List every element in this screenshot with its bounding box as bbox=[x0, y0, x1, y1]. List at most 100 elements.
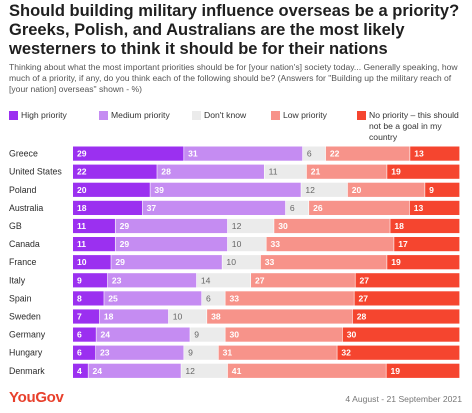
bar-segment bbox=[115, 237, 228, 252]
bar-value-label: 41 bbox=[232, 366, 242, 376]
category-label: Australia bbox=[9, 203, 43, 213]
legend-item: Don't know bbox=[192, 110, 267, 121]
category-label: Spain bbox=[9, 293, 32, 303]
bar-segment bbox=[394, 237, 460, 252]
bar-value-label: 28 bbox=[357, 312, 367, 322]
bar-value-label: 10 bbox=[226, 257, 236, 267]
bar-value-label: 21 bbox=[311, 167, 321, 177]
bar-value-label: 12 bbox=[232, 221, 242, 231]
legend-label: Don't know bbox=[204, 110, 247, 120]
bar-segment bbox=[302, 146, 326, 161]
bar-value-label: 12 bbox=[185, 366, 195, 376]
bar-value-label: 17 bbox=[398, 239, 408, 249]
bar-segment bbox=[225, 291, 354, 306]
bar-value-label: 24 bbox=[92, 366, 102, 376]
bar-segment bbox=[337, 345, 460, 360]
bar-value-label: 31 bbox=[223, 348, 233, 358]
bar-value-label: 11 bbox=[269, 167, 278, 177]
bar-segment bbox=[386, 363, 460, 378]
bar-segment bbox=[301, 182, 348, 197]
bar-value-label: 19 bbox=[391, 257, 401, 267]
bar-value-label: 12 bbox=[305, 185, 315, 195]
bar-segment bbox=[115, 218, 228, 234]
bar-value-label: 24 bbox=[100, 330, 110, 340]
bar-segment bbox=[73, 237, 115, 252]
bar-segment bbox=[354, 291, 460, 306]
bar-value-label: 6 bbox=[206, 293, 211, 303]
category-label: France bbox=[9, 257, 36, 267]
bar-segment bbox=[73, 273, 108, 288]
bar-value-label: 32 bbox=[341, 348, 351, 358]
category-label: Greece bbox=[9, 149, 38, 159]
bar-segment bbox=[73, 164, 157, 179]
bar-value-label: 4 bbox=[77, 366, 82, 376]
bar-value-label: 31 bbox=[188, 149, 198, 159]
bar-value-label: 13 bbox=[414, 149, 424, 159]
bar-value-label: 9 bbox=[429, 185, 434, 195]
bar-segment bbox=[409, 200, 460, 215]
bar-value-label: 23 bbox=[112, 275, 122, 285]
bar-segment bbox=[202, 291, 225, 306]
bar-segment bbox=[157, 164, 264, 179]
bar-value-label: 29 bbox=[77, 149, 87, 159]
bar-value-label: 27 bbox=[358, 293, 368, 303]
bar-segment bbox=[181, 363, 228, 378]
legend-swatch bbox=[357, 111, 366, 120]
legend-swatch bbox=[271, 111, 280, 120]
bar-value-label: 33 bbox=[229, 293, 239, 303]
bar-value-label: 6 bbox=[77, 330, 82, 340]
yougov-logo: YouGov bbox=[9, 389, 64, 406]
bar-segment bbox=[227, 363, 386, 378]
bar-segment bbox=[73, 200, 143, 215]
bar-segment bbox=[104, 291, 202, 306]
bar-value-label: 14 bbox=[201, 275, 211, 285]
bar-value-label: 23 bbox=[100, 348, 110, 358]
bar-value-label: 29 bbox=[115, 257, 125, 267]
bar-segment bbox=[190, 327, 225, 342]
category-label: United States bbox=[9, 167, 62, 177]
bar-segment bbox=[306, 164, 387, 179]
bar-value-label: 27 bbox=[255, 275, 265, 285]
bar-value-label: 28 bbox=[161, 167, 171, 177]
category-label: Denmark bbox=[9, 366, 45, 376]
bar-segment bbox=[95, 345, 184, 360]
bar-segment bbox=[184, 146, 303, 161]
bar-segment bbox=[111, 255, 222, 270]
bar-value-label: 11 bbox=[77, 239, 86, 249]
bar-value-label: 13 bbox=[414, 203, 424, 213]
bar-value-label: 30 bbox=[229, 330, 239, 340]
bar-segment bbox=[96, 327, 190, 342]
category-label: Poland bbox=[9, 185, 36, 195]
bar-value-label: 22 bbox=[330, 149, 340, 159]
bar-segment bbox=[73, 291, 104, 306]
bar-segment bbox=[260, 255, 387, 270]
category-label: Italy bbox=[9, 275, 26, 285]
bar-segment bbox=[168, 309, 207, 324]
bar-segment bbox=[218, 345, 337, 360]
legend-label: Low priority bbox=[283, 110, 327, 120]
bar-segment bbox=[88, 363, 181, 378]
category-label: Hungary bbox=[9, 348, 43, 358]
category-label: Canada bbox=[9, 239, 40, 249]
bar-segment bbox=[264, 164, 307, 179]
bar-segment bbox=[325, 146, 410, 161]
bar-segment bbox=[73, 327, 96, 342]
bar-segment bbox=[410, 146, 460, 161]
bar-segment bbox=[73, 218, 115, 234]
bar-value-label: 11 bbox=[77, 221, 86, 231]
bar-segment bbox=[355, 273, 460, 288]
bar-value-label: 20 bbox=[352, 185, 362, 195]
bar-value-label: 9 bbox=[194, 330, 199, 340]
chart-subtitle: Thinking about what the most important p… bbox=[9, 62, 458, 95]
bar-segment bbox=[207, 309, 353, 324]
bar-value-label: 33 bbox=[271, 239, 281, 249]
bar-value-label: 10 bbox=[77, 257, 87, 267]
bar-value-label: 33 bbox=[265, 257, 275, 267]
bar-segment bbox=[196, 273, 251, 288]
legend-item: High priority bbox=[9, 110, 94, 121]
legend-swatch bbox=[99, 111, 108, 120]
bar-segment bbox=[266, 237, 394, 252]
bar-segment bbox=[184, 345, 219, 360]
bar-value-label: 8 bbox=[77, 293, 82, 303]
